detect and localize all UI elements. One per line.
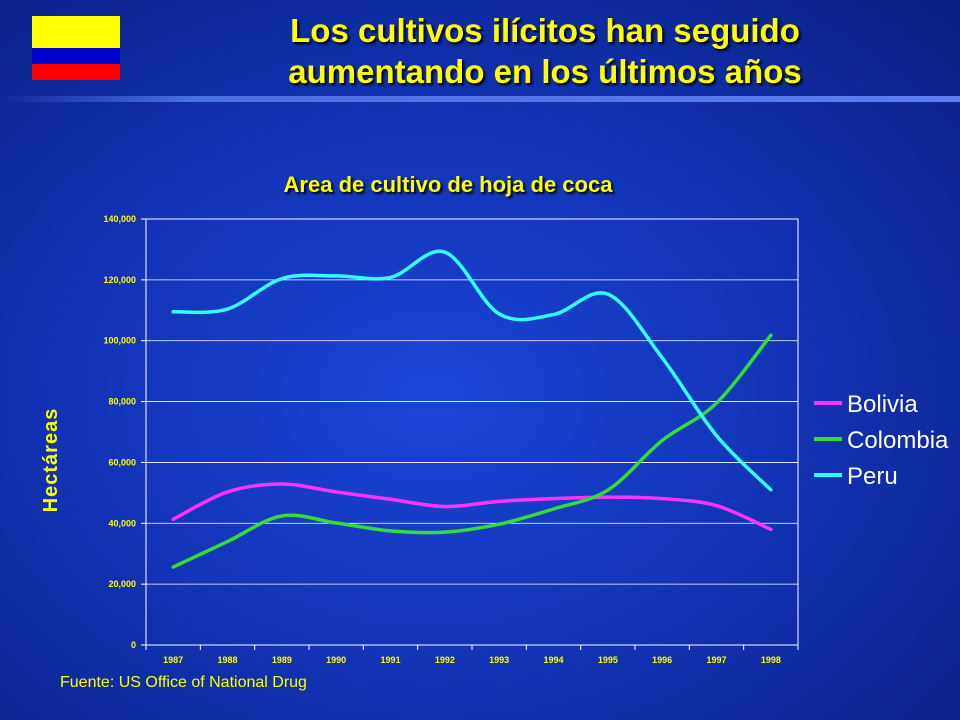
x-tick-label: 1991 [380,655,400,665]
flag-red-stripe [32,64,120,80]
x-tick-label: 1994 [543,655,563,665]
flag-yellow-stripe [32,16,120,48]
x-tick-label: 1988 [217,655,237,665]
y-tick-label: 140,000 [103,214,136,224]
y-tick-label: 40,000 [108,518,136,528]
series-line-colombia [171,333,773,569]
series-line-bolivia [171,482,773,532]
slide-title-line2: aumentando en los últimos años [288,53,802,90]
legend-label-peru: Peru [847,463,898,490]
x-tick-label: 1996 [652,655,672,665]
y-tick-label: 80,000 [108,397,136,407]
legend-label-colombia: Colombia [847,427,949,454]
y-tick-label: 100,000 [103,336,136,346]
x-tick-label: 1993 [489,655,509,665]
x-tick-label: 1992 [435,655,455,665]
legend-label-bolivia: Bolivia [847,391,918,418]
x-tick-label: 1990 [326,655,346,665]
x-tick-label: 1997 [706,655,726,665]
colombia-flag [32,16,120,80]
flag-blue-stripe [32,48,120,64]
y-tick-label: 20,000 [108,579,136,589]
x-tick-label: 1987 [163,655,183,665]
slide-title-line1: Los cultivos ilícitos han seguido [290,12,800,49]
series-line-peru [171,249,773,492]
y-tick-label: 0 [131,640,136,650]
chart-title: Area de cultivo de hoja de coca [283,172,613,197]
x-tick-label: 1998 [761,655,781,665]
y-tick-label: 120,000 [103,275,136,285]
source-note: Fuente: US Office of National Drug [60,674,307,691]
x-tick-label: 1989 [272,655,292,665]
title-divider [0,96,960,102]
slide-title: Los cultivos ilícitos han seguido aument… [150,10,940,92]
y-tick-label: 60,000 [108,457,136,467]
x-tick-label: 1995 [598,655,618,665]
